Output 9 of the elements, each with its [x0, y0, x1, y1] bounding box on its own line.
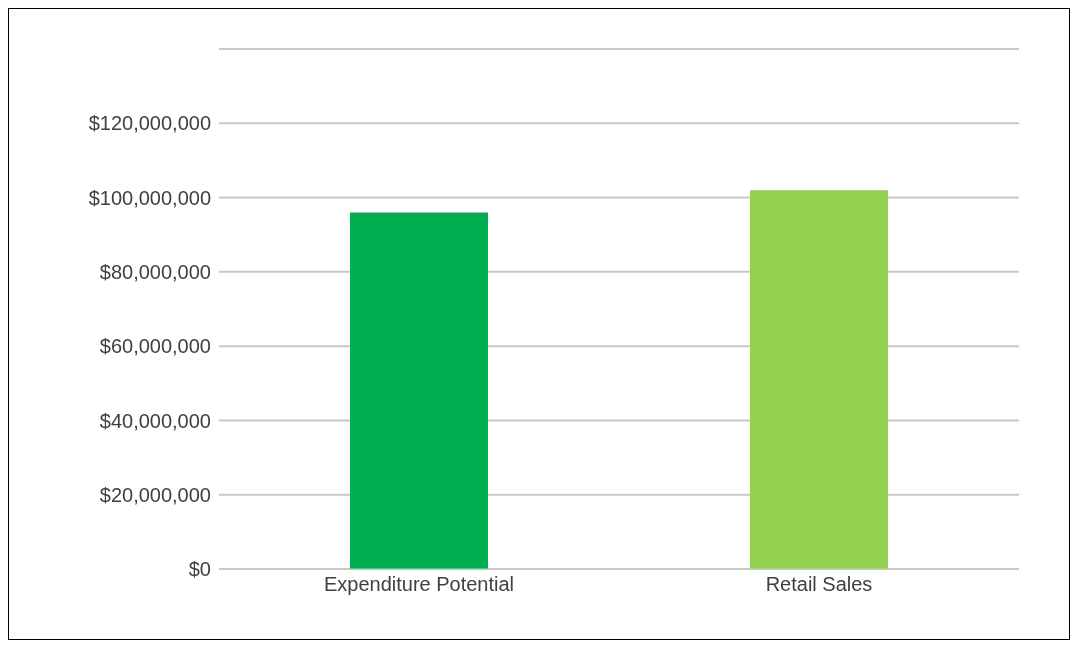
y-tick-label: $40,000,000 [99, 409, 211, 432]
y-tick-label: $0 [188, 558, 211, 581]
x-tick-label: Retail Sales [765, 573, 873, 596]
y-tick-label: $60,000,000 [99, 335, 211, 358]
y-tick-label: $20,000,000 [99, 483, 211, 506]
x-tick-label: Expenditure Potential [323, 573, 515, 596]
y-tick-label: $100,000,000 [88, 186, 211, 209]
y-tick-label: $120,000,000 [88, 112, 211, 135]
y-tick-label: $80,000,000 [99, 260, 211, 283]
